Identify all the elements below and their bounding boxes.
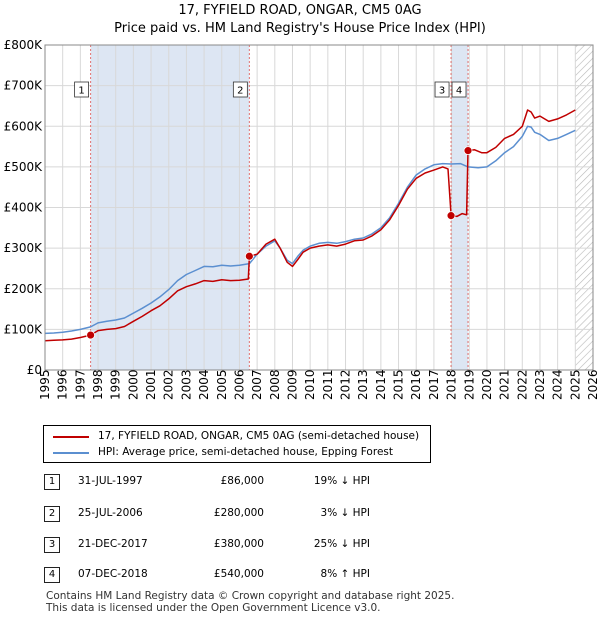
- x-tick-label: 2011: [321, 369, 335, 400]
- x-tick-label: 2021: [498, 369, 512, 400]
- x-tick-label: 2010: [303, 369, 317, 400]
- y-tick-label: £100K: [4, 322, 44, 336]
- sale-label-box: 4: [451, 81, 467, 98]
- x-tick-label: 1997: [73, 369, 87, 400]
- transaction-hpi-relation: 8% ↑ HPI: [320, 568, 370, 580]
- sale-label-box: 1: [74, 81, 90, 98]
- transaction-date: 21-DEC-2017: [78, 538, 148, 550]
- x-tick-label: 2019: [462, 369, 476, 400]
- transaction-date: 31-JUL-1997: [78, 475, 143, 487]
- x-tick-label: 2020: [480, 369, 494, 400]
- sale-label-frame: [74, 81, 90, 98]
- transaction-price: £380,000: [213, 538, 264, 550]
- x-tick-label: 2024: [551, 369, 565, 400]
- transaction-badge: 1: [44, 474, 60, 490]
- x-tick-label: 1996: [56, 369, 70, 400]
- sale-label-frame: [232, 81, 248, 98]
- y-tick-label: £0: [27, 363, 42, 377]
- x-tick-label: 2008: [268, 369, 282, 400]
- sale-label-number: 4: [456, 86, 462, 97]
- sale-point: [446, 211, 456, 221]
- x-tick-label: 2001: [144, 369, 158, 400]
- transaction-badge: 2: [44, 506, 60, 522]
- legend-label-property: 17, FYFIELD ROAD, ONGAR, CM5 0AG (semi-d…: [98, 430, 420, 442]
- footer-copyright: Contains HM Land Registry data © Crown c…: [46, 590, 455, 602]
- x-tick-label: 2002: [162, 369, 176, 400]
- y-tick-label: £200K: [4, 282, 44, 296]
- y-tick-label: £700K: [4, 79, 44, 93]
- y-tick-label: £800K: [4, 38, 44, 52]
- sale-point: [244, 251, 254, 261]
- chart-title-subtitle: Price paid vs. HM Land Registry's House …: [114, 21, 486, 36]
- sale-label-frame: [434, 81, 450, 98]
- y-tick-label: £600K: [4, 119, 44, 133]
- x-tick-label: 2016: [409, 369, 423, 400]
- x-tick-label: 2018: [445, 369, 459, 400]
- x-tick-label: 2006: [232, 369, 246, 400]
- x-tick-label: 2000: [126, 369, 140, 400]
- legend: 17, FYFIELD ROAD, ONGAR, CM5 0AG (semi-d…: [43, 425, 431, 463]
- y-tick-label: £300K: [4, 241, 44, 255]
- transaction-badge: 4: [44, 567, 60, 583]
- x-tick-label: 2003: [179, 369, 193, 400]
- x-tick-label: 2007: [250, 369, 264, 400]
- property-price-line: [44, 109, 576, 342]
- y-tick-label: £500K: [4, 160, 44, 174]
- plot-border: [44, 44, 594, 371]
- sale-label-frame: [451, 81, 467, 98]
- footer-licence: This data is licensed under the Open Gov…: [46, 602, 381, 614]
- x-tick-label: 1995: [38, 369, 52, 400]
- transaction-price: £86,000: [220, 475, 264, 487]
- x-tick-label: 2014: [374, 369, 388, 400]
- sale-point: [463, 146, 473, 156]
- sale-label-box: 3: [434, 81, 450, 98]
- x-tick-label: 2013: [356, 369, 370, 400]
- x-tick-label: 2015: [392, 369, 406, 400]
- transaction-hpi-relation: 19% ↓ HPI: [313, 475, 370, 487]
- y-tick-label: £400K: [4, 201, 44, 215]
- hpi-line: [44, 125, 576, 335]
- x-tick-label: 2017: [427, 369, 441, 400]
- transaction-hpi-relation: 25% ↓ HPI: [313, 538, 370, 550]
- x-tick-label: 2012: [339, 369, 353, 400]
- x-tick-label: 2009: [285, 369, 299, 400]
- sale-label-number: 3: [439, 86, 445, 97]
- legend-label-hpi: HPI: Average price, semi-detached house,…: [98, 446, 393, 458]
- transaction-badge: 3: [44, 537, 60, 553]
- x-tick-label: 1999: [109, 369, 123, 400]
- x-tick-label: 2025: [568, 369, 582, 400]
- sale-label-number: 2: [237, 86, 243, 97]
- price-chart: 1 2 3 4 £0 £100K £200K £300K £400K £500K £600K £700…: [4, 38, 600, 400]
- legend-swatch-property: [53, 436, 89, 438]
- x-tick-label: 2026: [586, 369, 600, 400]
- transaction-date: 25-JUL-2006: [78, 507, 143, 519]
- x-tick-label: 2023: [533, 369, 547, 400]
- transaction-price: £280,000: [213, 507, 264, 519]
- x-tick-label: 2022: [515, 369, 529, 400]
- legend-swatch-hpi: [53, 452, 89, 454]
- x-tick-label: 1998: [91, 369, 105, 400]
- sale-label-box: 2: [232, 81, 248, 98]
- chart-title-address: 17, FYFIELD ROAD, ONGAR, CM5 0AG: [178, 3, 422, 18]
- transaction-hpi-relation: 3% ↓ HPI: [320, 507, 370, 519]
- sale-label-number: 1: [78, 86, 84, 97]
- x-tick-label: 2004: [197, 369, 211, 400]
- sale-point: [86, 330, 96, 340]
- transaction-date: 07-DEC-2018: [78, 568, 148, 580]
- transaction-price: £540,000: [213, 568, 264, 580]
- x-tick-label: 2005: [215, 369, 229, 400]
